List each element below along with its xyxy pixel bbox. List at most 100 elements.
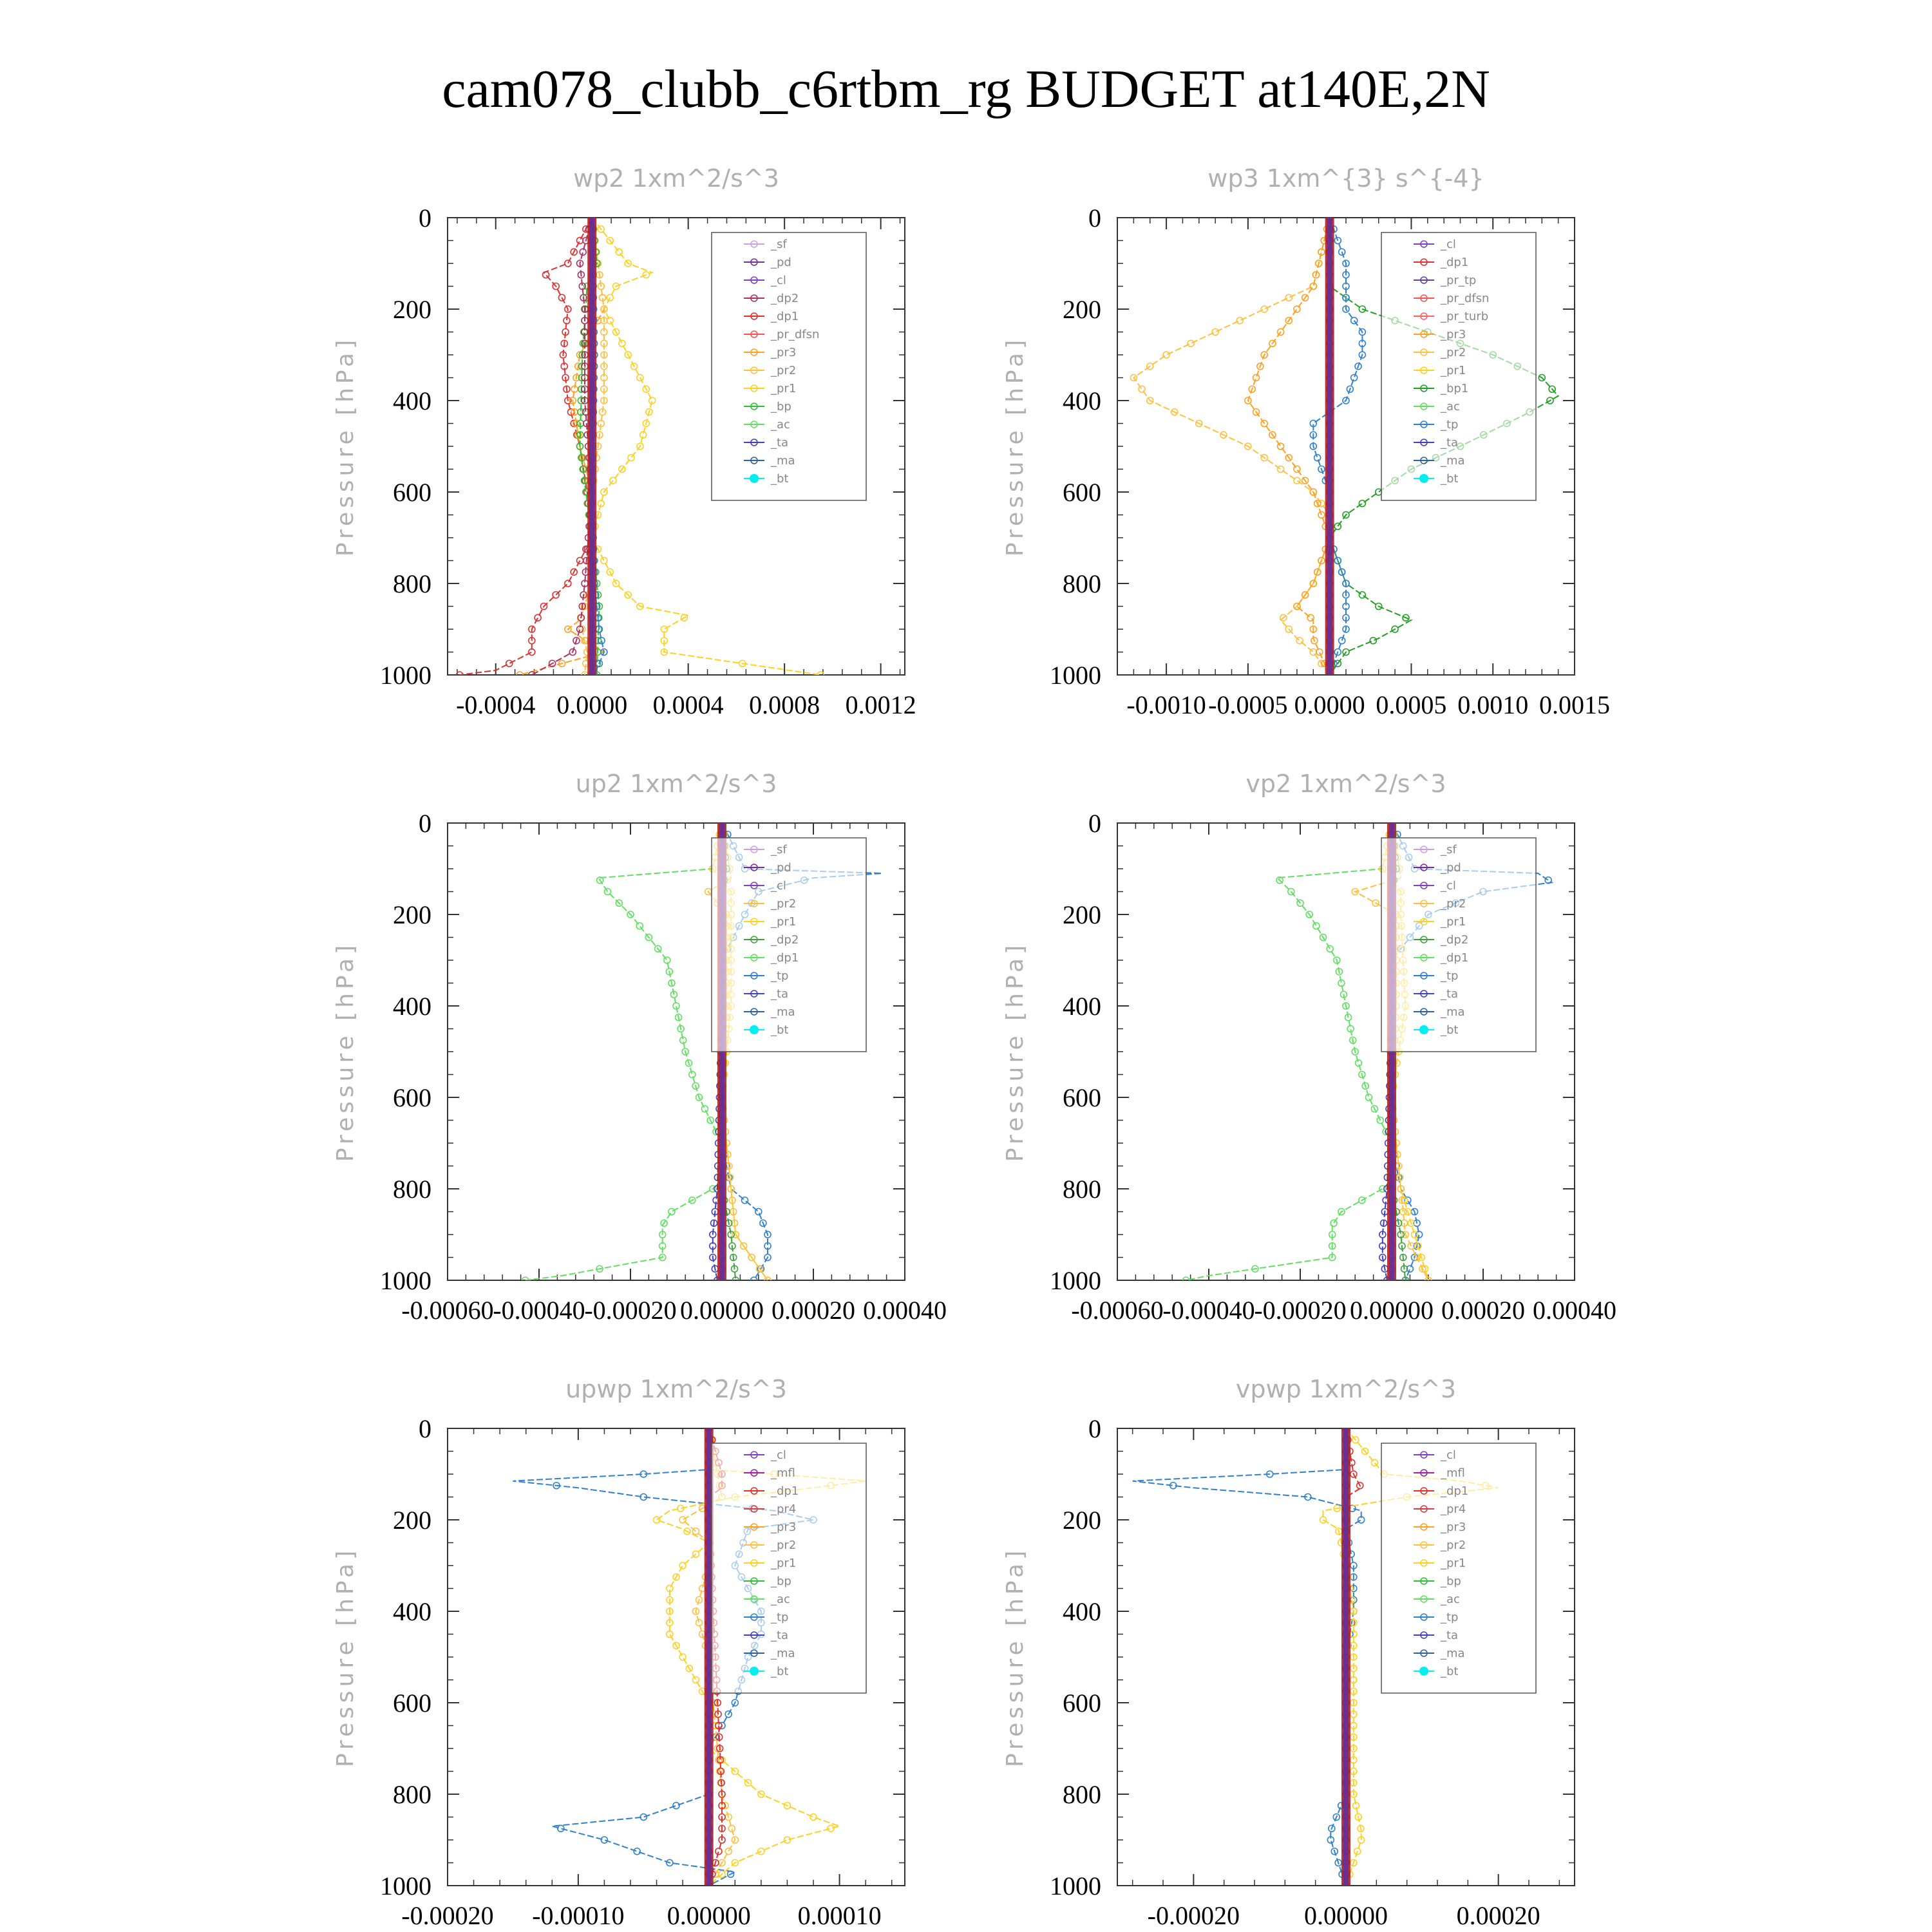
series-marker-bp1 (1391, 625, 1399, 633)
series-marker-pr2 (600, 351, 608, 359)
series-marker-dp1 (570, 568, 578, 576)
series-marker-dp2 (527, 671, 536, 675)
legend-marker (1420, 954, 1428, 961)
series-marker-tp (1327, 1836, 1335, 1844)
series-marker-pr3 (1293, 305, 1301, 313)
legend-label: _dp1 (1440, 951, 1468, 965)
series-marker-pr2 (1260, 453, 1269, 462)
legend-marker (1420, 1487, 1428, 1495)
series-marker-pr1 (666, 1630, 674, 1638)
legend-label: _pr2 (1440, 897, 1466, 911)
series-marker-dp2 (580, 294, 587, 302)
legend-marker (750, 864, 758, 871)
series-marker-bp1 (1358, 591, 1367, 599)
chart-title: wp2 1xm^2/s^3 (573, 164, 779, 193)
legend-marker (750, 348, 758, 356)
series-marker-pr2 (1398, 1196, 1406, 1204)
series-marker-tp (1332, 1813, 1341, 1821)
legend-label: _pr3 (1440, 1520, 1466, 1534)
x-tick-label: 0.0005 (1376, 690, 1446, 719)
x-tick-label: -0.00020 (1148, 1901, 1240, 1930)
x-tick-label: -0.00020 (1254, 1296, 1346, 1325)
series-marker-pr1 (757, 1847, 765, 1855)
series-marker-tp (1357, 1516, 1365, 1524)
y-tick-label: 0 (1088, 809, 1101, 838)
series-marker-pr1 (1400, 1196, 1408, 1204)
series-line-dp1 (459, 218, 593, 675)
series-marker-pr2 (1244, 442, 1252, 450)
series-marker-pr1 (1404, 1208, 1412, 1216)
legend-marker (750, 312, 758, 320)
series-marker-dp1 (564, 305, 572, 313)
series-marker-dp1_g (681, 1048, 690, 1056)
chart-svg: vp2 1xm^2/s^3 Pressure [hPa] 0 200 400 600 800… (1002, 770, 1616, 1325)
series-marker-dp2 (576, 625, 584, 633)
series-marker-dp1_g (1358, 1196, 1366, 1204)
series-marker-pr1 (618, 465, 626, 473)
legend-marker (1419, 1025, 1428, 1034)
y-axis-label: Pressure [hPa] (1002, 942, 1028, 1162)
series-marker-pr2 (1195, 419, 1203, 428)
series-marker-dp1_g (1340, 990, 1348, 999)
series-marker-pr3 (1301, 294, 1309, 302)
series-marker-pr2 (1400, 1219, 1408, 1227)
series-marker-dp1 (564, 260, 572, 267)
legend-label: _sf (770, 238, 787, 251)
x-tick-label: -0.0005 (1208, 690, 1287, 719)
x-tick-label: -0.0004 (456, 690, 535, 719)
legend-label: _ta (1440, 1629, 1458, 1642)
legend-label: _ta (1440, 987, 1458, 1001)
series-marker-tp (1309, 419, 1318, 428)
series-marker-pr1 (645, 408, 653, 416)
series-marker-pr1 (672, 1642, 680, 1650)
legend-marker (1420, 918, 1428, 925)
series-marker-pr1 (1319, 1516, 1327, 1524)
series-marker-pr1 (679, 1562, 687, 1569)
legend-marker (750, 366, 758, 374)
legend-marker (1420, 258, 1428, 266)
legend-label: _dp1 (770, 1484, 799, 1498)
series-marker-pr3 (1313, 568, 1321, 576)
series-marker-tp (1338, 636, 1346, 645)
series-marker-pr2 (598, 294, 607, 302)
legend-label: _pr1 (770, 382, 796, 395)
series-marker-pr1 (1351, 1435, 1359, 1444)
y-tick-label: 800 (393, 569, 431, 598)
series-marker-pr2 (730, 1219, 739, 1227)
legend-label: _pr3 (770, 1520, 796, 1534)
series-marker-dp2 (573, 636, 580, 645)
series-marker-dp1_g (674, 1013, 683, 1021)
x-tick-label: 0.00000 (680, 1296, 764, 1325)
series-marker-dp1_g (1182, 1276, 1190, 1280)
series-marker-dp1_g (660, 1219, 668, 1227)
series-marker-pr3 (1315, 648, 1323, 656)
panel-vpwp: vpwp 1xm^2/s^3 Pressure [hPa] 0 200 400 600 80… (863, 1352, 1700, 1932)
series-marker-pr1 (636, 602, 644, 611)
series-marker-pr1 (612, 580, 620, 587)
series-marker-tp (639, 1813, 648, 1821)
series-marker-tp (1544, 876, 1552, 884)
series-line-pr2 (1353, 823, 1429, 1280)
series-marker-dp1_g (670, 990, 678, 999)
series-marker-pr2 (1397, 1185, 1405, 1193)
y-tick-label: 400 (1063, 1597, 1101, 1626)
series-marker-dp1_g (672, 1002, 680, 1010)
series-marker-pr2 (724, 1847, 732, 1855)
legend-marker (750, 1487, 758, 1495)
series-marker-tp (764, 1231, 772, 1238)
y-tick-label: 1000 (1050, 661, 1101, 690)
x-tick-label: 0.0000 (556, 690, 627, 719)
series-marker-dp1 (542, 270, 550, 279)
series-marker-pr2 (600, 397, 608, 404)
series-marker-pr2 (1285, 625, 1293, 633)
legend-label: _dp2 (1440, 933, 1468, 947)
series-marker-dp1_g (1361, 1082, 1369, 1090)
series-marker-dp2_g (1400, 1265, 1408, 1273)
legend-label: _bp (770, 1575, 791, 1588)
series-marker-bp (576, 431, 584, 439)
series-marker-pr1 (666, 1596, 674, 1604)
series-marker-pr1 (606, 236, 614, 245)
series-marker-dp1 (718, 1790, 726, 1798)
y-tick-label: 600 (1063, 478, 1101, 507)
legend-marker (750, 1469, 758, 1477)
